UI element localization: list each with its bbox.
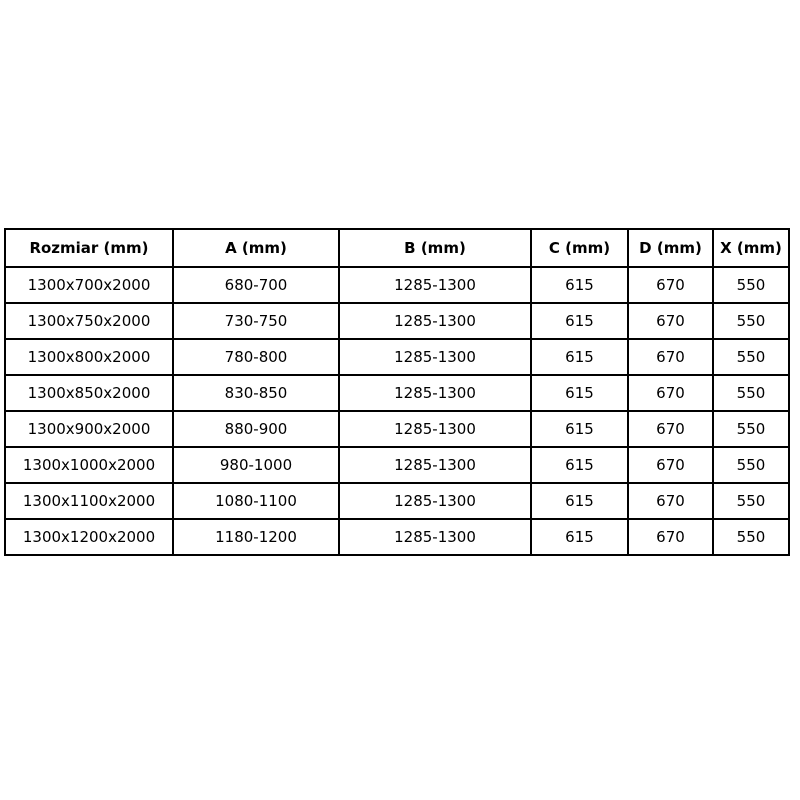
table-cell: 670 <box>627 374 714 412</box>
table-cell: 1080-1100 <box>172 482 340 520</box>
table-cell: 830-850 <box>172 374 340 412</box>
table-cell: 670 <box>627 518 714 556</box>
table-cell: 615 <box>530 338 629 376</box>
table-row: 1300x900x2000 880-900 1285-1300 615 670 550 <box>4 410 790 448</box>
table-cell: 1300x1000x2000 <box>4 446 174 484</box>
table-cell: 615 <box>530 518 629 556</box>
table-cell: 670 <box>627 302 714 340</box>
table-cell: 1285-1300 <box>338 338 532 376</box>
column-header-b: B (mm) <box>338 228 532 268</box>
table-cell: 1285-1300 <box>338 266 532 304</box>
table-cell: 670 <box>627 266 714 304</box>
table-cell: 780-800 <box>172 338 340 376</box>
table-cell: 550 <box>712 266 790 304</box>
table-row: 1300x700x2000 680-700 1285-1300 615 670 550 <box>4 266 790 304</box>
table-cell: 1285-1300 <box>338 410 532 448</box>
table-cell: 1180-1200 <box>172 518 340 556</box>
table-row: 1300x1100x2000 1080-1100 1285-1300 615 670 55… <box>4 482 790 520</box>
table-cell: 550 <box>712 374 790 412</box>
header-row: Rozmiar (mm) A (mm) B (mm) C (mm) D (mm)… <box>4 228 790 268</box>
table-cell: 680-700 <box>172 266 340 304</box>
column-header-c: C (mm) <box>530 228 629 268</box>
table-cell: 550 <box>712 518 790 556</box>
table-cell: 1285-1300 <box>338 518 532 556</box>
table-cell: 670 <box>627 338 714 376</box>
table-cell: 550 <box>712 446 790 484</box>
table-row: 1300x1200x2000 1180-1200 1285-1300 615 670 55… <box>4 518 790 556</box>
table-cell: 550 <box>712 302 790 340</box>
table-cell: 550 <box>712 338 790 376</box>
table-cell: 615 <box>530 266 629 304</box>
table-body: 1300x700x2000 680-700 1285-1300 615 670 550 13… <box>4 266 790 556</box>
table-row: 1300x1000x2000 980-1000 1285-1300 615 670 550 <box>4 446 790 484</box>
table-cell: 1285-1300 <box>338 446 532 484</box>
table-cell: 1285-1300 <box>338 482 532 520</box>
table-cell: 1300x800x2000 <box>4 338 174 376</box>
table-cell: 1300x1200x2000 <box>4 518 174 556</box>
table-cell: 1285-1300 <box>338 374 532 412</box>
table-cell: 730-750 <box>172 302 340 340</box>
table-cell: 670 <box>627 410 714 448</box>
table-cell: 1300x700x2000 <box>4 266 174 304</box>
column-header-rozmiar: Rozmiar (mm) <box>4 228 174 268</box>
table-cell: 980-1000 <box>172 446 340 484</box>
table-cell: 615 <box>530 482 629 520</box>
table-cell: 670 <box>627 446 714 484</box>
table-cell: 880-900 <box>172 410 340 448</box>
size-spec-table: Rozmiar (mm) A (mm) B (mm) C (mm) D (mm)… <box>4 228 790 556</box>
table-header: Rozmiar (mm) A (mm) B (mm) C (mm) D (mm)… <box>4 228 790 268</box>
table-cell: 1300x850x2000 <box>4 374 174 412</box>
table-cell: 550 <box>712 410 790 448</box>
table-cell: 1285-1300 <box>338 302 532 340</box>
column-header-d: D (mm) <box>627 228 714 268</box>
column-header-a: A (mm) <box>172 228 340 268</box>
table-cell: 615 <box>530 410 629 448</box>
table-cell: 1300x900x2000 <box>4 410 174 448</box>
table-cell: 1300x750x2000 <box>4 302 174 340</box>
table-cell: 615 <box>530 446 629 484</box>
table-cell: 550 <box>712 482 790 520</box>
table-cell: 670 <box>627 482 714 520</box>
table-cell: 1300x1100x2000 <box>4 482 174 520</box>
table-row: 1300x850x2000 830-850 1285-1300 615 670 550 <box>4 374 790 412</box>
table-cell: 615 <box>530 302 629 340</box>
table-row: 1300x750x2000 730-750 1285-1300 615 670 550 <box>4 302 790 340</box>
table-row: 1300x800x2000 780-800 1285-1300 615 670 550 <box>4 338 790 376</box>
table-cell: 615 <box>530 374 629 412</box>
column-header-x: X (mm) <box>712 228 790 268</box>
